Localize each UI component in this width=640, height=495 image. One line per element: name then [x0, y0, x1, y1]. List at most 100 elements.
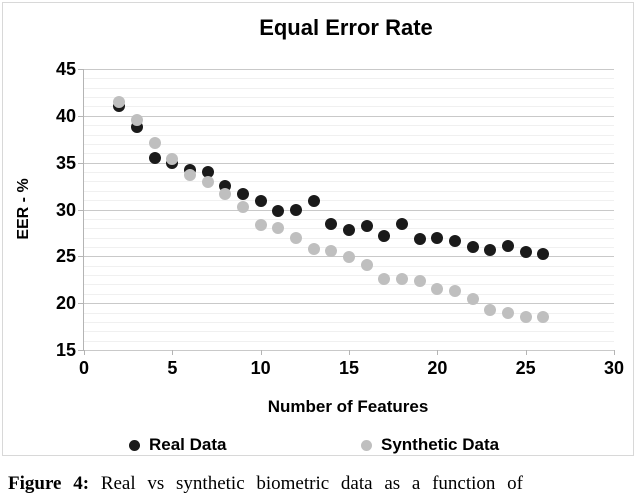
gridline-major	[84, 69, 614, 70]
x-axis-tick	[525, 350, 527, 355]
data-point-real-data	[148, 151, 161, 164]
data-point-real-data	[378, 229, 391, 242]
data-point-real-data	[449, 235, 461, 248]
data-point-real-data	[325, 218, 338, 231]
y-tick-label: 35	[55, 152, 76, 173]
gridline-minor	[84, 200, 614, 202]
data-point-real-data	[201, 166, 214, 179]
data-point-synthetic-data	[254, 219, 267, 232]
data-point-synthetic-data	[360, 258, 373, 271]
data-point-real-data	[272, 205, 285, 218]
data-point-real-data	[343, 224, 355, 237]
gridline-major	[84, 162, 614, 164]
gridline-minor	[84, 312, 614, 314]
data-point-real-data	[431, 231, 444, 244]
data-point-synthetic-data	[184, 168, 196, 181]
data-point-synthetic-data	[466, 293, 479, 306]
data-point-real-data	[537, 247, 550, 260]
gridline-minor	[84, 78, 614, 80]
y-tick-label: 45	[55, 59, 76, 79]
gridline-minor	[84, 218, 614, 220]
gridline-minor	[84, 172, 614, 174]
data-point-synthetic-data	[290, 231, 302, 244]
y-axis-tick	[78, 303, 83, 305]
y-axis-tick	[78, 256, 83, 258]
gridline-minor	[84, 134, 614, 136]
gridline-minor	[84, 275, 614, 277]
gridline-minor	[84, 97, 614, 99]
x-tick-label: 25	[515, 358, 536, 378]
x-axis-tick	[172, 350, 174, 355]
data-point-real-data	[502, 240, 514, 253]
x-tick-label: 20	[427, 358, 448, 378]
data-point-synthetic-data	[272, 222, 285, 235]
data-point-synthetic-data	[396, 272, 408, 285]
gridline-minor	[84, 143, 614, 145]
data-point-synthetic-data	[484, 303, 497, 316]
gridline-minor	[84, 265, 614, 267]
x-tick-label: 0	[78, 358, 89, 378]
gridline-major	[84, 303, 614, 305]
data-point-real-data	[307, 195, 320, 208]
data-point-synthetic-data	[325, 244, 338, 257]
gridline-minor	[84, 340, 614, 342]
gridline-minor	[84, 331, 614, 333]
data-point-synthetic-data	[431, 283, 444, 296]
gridline-minor	[84, 246, 614, 248]
data-point-synthetic-data	[343, 251, 355, 264]
data-point-synthetic-data	[237, 200, 249, 213]
data-point-real-data	[519, 245, 532, 258]
data-point-synthetic-data	[148, 136, 161, 149]
y-tick-label: 25	[55, 246, 76, 267]
data-point-synthetic-data	[413, 274, 426, 287]
data-point-synthetic-data	[449, 284, 461, 297]
y-axis-tick	[78, 162, 83, 164]
gridline-minor	[84, 153, 614, 155]
data-point-real-data	[237, 187, 249, 200]
x-axis-tick	[84, 350, 85, 355]
legend-label-real-data: Real Data	[149, 435, 227, 454]
legend-item-real-data: Real Data	[129, 434, 226, 456]
x-axis-tick	[614, 350, 615, 355]
chart-title: Equal Error Rate	[259, 15, 433, 40]
data-point-real-data	[396, 218, 408, 231]
data-point-synthetic-data	[219, 187, 232, 200]
y-axis-tick	[78, 350, 83, 351]
y-tick-label: 30	[55, 199, 76, 220]
data-point-synthetic-data	[201, 176, 214, 189]
gridline-minor	[84, 237, 614, 239]
y-axis-title: EER - %	[15, 178, 32, 240]
gridline-minor	[84, 284, 614, 286]
data-point-real-data	[466, 240, 479, 253]
data-point-real-data	[484, 243, 497, 256]
x-axis-tick	[349, 350, 350, 355]
data-point-synthetic-data	[519, 311, 532, 324]
data-point-real-data	[290, 203, 302, 216]
data-point-synthetic-data	[502, 306, 514, 319]
chart-figure: Equal Error Rate 15 20 25 30 35 40 45 0 5 10 15 20 2…	[2, 2, 634, 456]
x-tick-label: 30	[603, 358, 625, 378]
gridline-minor	[84, 293, 614, 295]
synthetic-data-marker-icon	[361, 439, 372, 451]
y-axis-tick	[78, 69, 83, 70]
data-point-real-data	[360, 220, 373, 233]
gridline-major	[84, 209, 614, 211]
y-axis-tick	[78, 115, 83, 117]
figure-caption-label: Figure 4:	[8, 473, 90, 494]
legend-label-synthetic-data: Synthetic Data	[381, 435, 500, 454]
gridline-minor	[84, 321, 614, 323]
data-point-synthetic-data	[307, 242, 320, 255]
data-point-synthetic-data	[166, 152, 179, 165]
x-tick-label: 10	[250, 358, 271, 378]
data-point-real-data	[254, 195, 267, 208]
figure-caption: Figure 4: Real vs synthetic biometric da…	[8, 472, 638, 495]
gridline-minor	[84, 190, 614, 192]
y-tick-label: 20	[55, 293, 76, 314]
data-point-synthetic-data	[113, 95, 126, 108]
y-axis-tick	[78, 209, 83, 211]
plot-area: 15 20 25 30 35 40 45 0 5 10 15 20 25 30	[56, 59, 624, 378]
legend-item-synthetic-data: Synthetic Data	[361, 434, 499, 456]
y-tick-label: 40	[55, 105, 76, 126]
data-point-synthetic-data	[131, 113, 143, 126]
gridline-minor	[84, 125, 614, 127]
